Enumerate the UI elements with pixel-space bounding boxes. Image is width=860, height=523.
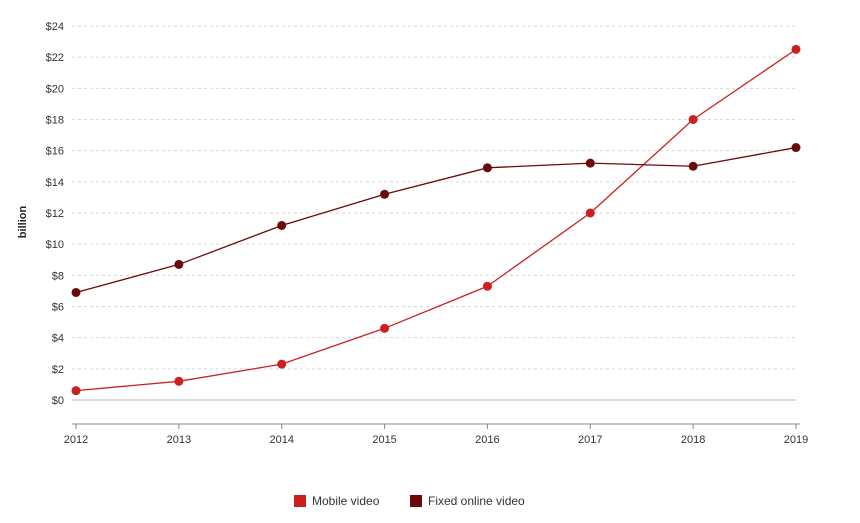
- data-point[interactable]: [688, 161, 698, 171]
- legend-item[interactable]: Fixed online video: [410, 494, 525, 508]
- data-point[interactable]: [277, 359, 287, 369]
- x-tick-label: 2012: [64, 434, 88, 446]
- y-tick-label: $18: [46, 115, 64, 127]
- axes: $0 $2 $4 $6 $8 $10 $12 $14 $16 $18 $20 $22 $24 2012 20…: [46, 21, 809, 446]
- data-point[interactable]: [585, 208, 595, 218]
- y-tick-label: $10: [46, 239, 64, 251]
- y-tick-label: $24: [46, 21, 64, 33]
- series-mobile-video: [71, 44, 801, 396]
- data-point[interactable]: [380, 189, 390, 199]
- series-fixed-online-video: [71, 143, 801, 297]
- x-tick-label: 2016: [475, 434, 499, 446]
- y-tick-label: $0: [52, 395, 64, 407]
- y-tick-label: $8: [52, 270, 64, 282]
- legend-swatch: [410, 495, 422, 507]
- legend-label: Fixed online video: [428, 494, 525, 508]
- x-tick-label: 2013: [167, 434, 191, 446]
- y-tick-label: $2: [52, 364, 64, 376]
- y-axis-label: billion: [17, 206, 29, 239]
- data-point[interactable]: [482, 281, 492, 291]
- y-tick-label: $14: [46, 177, 64, 189]
- x-tick-label: 2017: [578, 434, 602, 446]
- x-tick-label: 2019: [784, 434, 808, 446]
- y-tick-label: $16: [46, 146, 64, 158]
- series-line: [75, 146, 797, 294]
- y-tick-label: $22: [46, 52, 64, 64]
- x-tick-label: 2015: [372, 434, 396, 446]
- legend-label: Mobile video: [312, 494, 380, 508]
- data-point[interactable]: [174, 376, 184, 386]
- data-point[interactable]: [482, 163, 492, 173]
- axis-labels: billion: [17, 206, 29, 239]
- data-point[interactable]: [791, 44, 801, 54]
- data-point[interactable]: [688, 115, 698, 124]
- series-line: [75, 48, 797, 392]
- legend-swatch: [294, 495, 306, 507]
- data-point[interactable]: [380, 323, 390, 333]
- y-tick-label: $20: [46, 83, 64, 95]
- data-point[interactable]: [277, 220, 287, 230]
- data-point[interactable]: [71, 386, 81, 396]
- data-point[interactable]: [174, 259, 184, 269]
- y-tick-label: $6: [52, 302, 64, 314]
- data-point[interactable]: [71, 287, 81, 297]
- legend-item[interactable]: Mobile video: [294, 494, 380, 508]
- data-point[interactable]: [585, 158, 595, 168]
- data-point[interactable]: [791, 143, 801, 153]
- grid-lines: [72, 25, 796, 401]
- series-lines: [71, 44, 801, 396]
- y-tick-label: $12: [46, 208, 64, 220]
- x-tick-label: 2018: [681, 434, 705, 446]
- x-tick-label: 2014: [269, 434, 293, 446]
- legend[interactable]: Mobile video Fixed online video: [294, 494, 525, 508]
- y-tick-label: $4: [52, 333, 64, 345]
